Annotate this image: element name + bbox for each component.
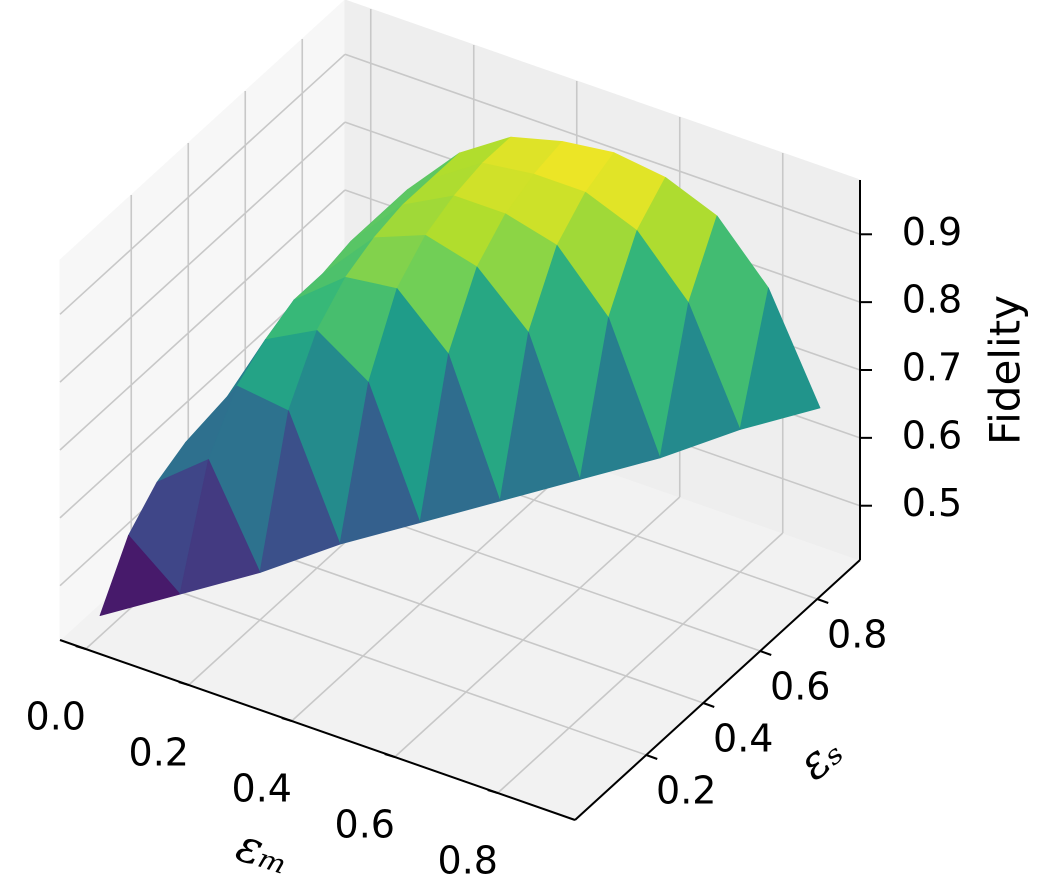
y-axis-label: εₛ bbox=[787, 723, 852, 790]
grid-line bbox=[344, 53, 861, 236]
x-axis-line bbox=[59, 639, 576, 821]
x-axis-label: εₘ bbox=[230, 817, 297, 885]
surface-face bbox=[259, 410, 341, 573]
surface-face bbox=[579, 317, 661, 480]
z-tick-label: 0.7 bbox=[902, 346, 962, 390]
surface-face bbox=[499, 332, 581, 502]
y-tick-label: 0.2 bbox=[656, 769, 716, 813]
grid-line bbox=[497, 532, 784, 794]
tick-mark bbox=[816, 598, 829, 604]
z-tick-label: 0.9 bbox=[902, 210, 962, 254]
grid-line bbox=[291, 460, 578, 722]
surface-face bbox=[99, 535, 181, 616]
surface-face bbox=[739, 287, 821, 430]
grid-line bbox=[59, 189, 346, 451]
x-tick-label: 0.4 bbox=[232, 767, 292, 811]
y-axis-line bbox=[574, 559, 861, 821]
z-axis-label: Fidelity bbox=[981, 295, 1030, 445]
surface-face bbox=[179, 459, 261, 595]
grid-line bbox=[59, 53, 346, 315]
x-tick-label: 0.8 bbox=[438, 839, 498, 883]
x-tick-label: 0.0 bbox=[26, 695, 86, 739]
surface-face bbox=[659, 302, 741, 459]
y-tick-label: 0.6 bbox=[770, 665, 830, 709]
y-tick-label: 0.4 bbox=[713, 717, 773, 761]
x-tick-label: 0.2 bbox=[129, 731, 189, 775]
surface bbox=[99, 136, 821, 616]
grid-line bbox=[59, 121, 346, 383]
z-tick-label: 0.8 bbox=[902, 278, 962, 322]
tick-mark bbox=[645, 754, 658, 760]
tick-mark bbox=[759, 650, 772, 656]
axes: 0.0 0.2 0.4 0.6 0.8 0.2 0.4 0.6 0.8 0.5 0.6 0.7 0.8 0… bbox=[26, 180, 1030, 885]
z-tick-label: 0.6 bbox=[902, 413, 962, 457]
tick-mark bbox=[702, 702, 715, 708]
x-tick-label: 0.6 bbox=[335, 803, 395, 847]
z-tick-label: 0.5 bbox=[902, 481, 962, 525]
surface-face bbox=[339, 381, 421, 545]
y-tick-label: 0.8 bbox=[827, 613, 887, 657]
surface-face bbox=[419, 353, 501, 523]
grid-line bbox=[130, 574, 647, 756]
grid-line bbox=[394, 496, 681, 758]
